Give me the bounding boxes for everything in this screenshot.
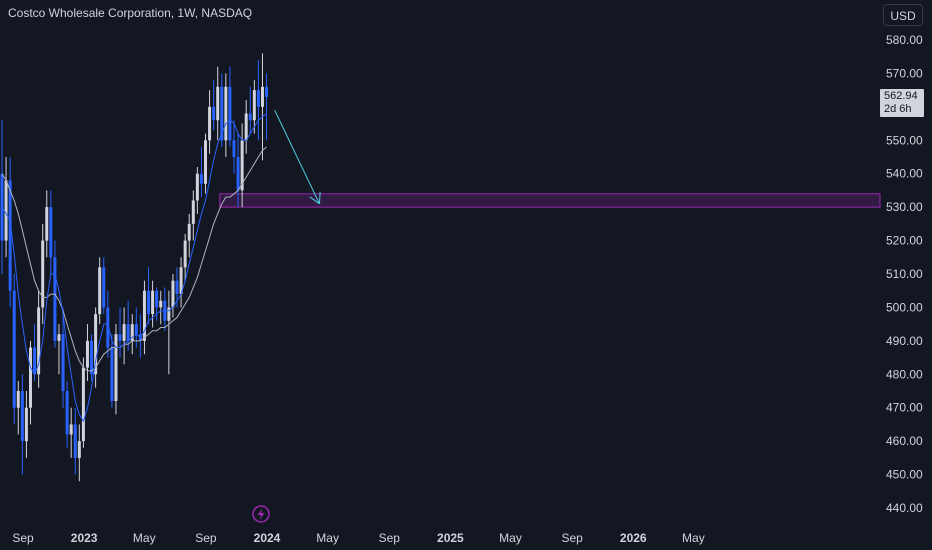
candle[interactable] [118, 307, 122, 358]
x-tick-label: 2026 [620, 531, 647, 545]
candle[interactable] [260, 53, 264, 161]
y-tick-label: 440.00 [886, 501, 923, 515]
candle[interactable] [167, 290, 171, 375]
y-tick-label: 460.00 [886, 434, 923, 448]
candle[interactable] [126, 300, 130, 351]
candle[interactable] [65, 380, 69, 448]
candle[interactable] [159, 290, 163, 325]
y-tick-label: 550.00 [886, 133, 923, 147]
candle[interactable] [45, 190, 49, 258]
candle[interactable] [147, 267, 151, 325]
candle[interactable] [216, 66, 220, 141]
x-tick-label: May [316, 531, 339, 545]
ma-slow-line [1, 146, 267, 372]
candle[interactable] [110, 334, 114, 408]
x-tick-label: May [133, 531, 156, 545]
y-tick-label: 530.00 [886, 200, 923, 214]
candle[interactable] [244, 100, 248, 154]
x-tick-label: Sep [195, 531, 217, 545]
candle[interactable] [81, 357, 85, 448]
x-tick-label: 2023 [71, 531, 98, 545]
y-tick-label: 470.00 [886, 401, 923, 415]
y-tick-label: 480.00 [886, 367, 923, 381]
candle[interactable] [41, 223, 45, 325]
last-price-value: 562.94 [884, 90, 918, 102]
candle[interactable] [232, 120, 236, 174]
candle[interactable] [102, 257, 106, 315]
projection-arrow[interactable] [274, 109, 321, 205]
x-tick-label: May [682, 531, 705, 545]
x-tick-label: 2024 [254, 531, 281, 545]
candle[interactable] [142, 280, 146, 355]
candle[interactable] [134, 307, 138, 348]
y-tick-label: 570.00 [886, 66, 923, 80]
resistance-zone[interactable] [219, 193, 881, 208]
candle[interactable] [248, 86, 252, 134]
candle[interactable] [208, 90, 212, 154]
chart-title: Costco Wholesale Corporation, 1W, NASDAQ [8, 6, 253, 20]
candle[interactable] [252, 80, 256, 134]
ma-fast-line [1, 113, 267, 423]
bar-countdown: 2d 6h [884, 103, 912, 115]
candle[interactable] [90, 334, 94, 381]
x-tick-label: Sep [561, 531, 583, 545]
candle[interactable] [265, 73, 269, 141]
candle[interactable] [151, 280, 155, 328]
y-tick-label: 520.00 [886, 234, 923, 248]
candle[interactable] [69, 407, 73, 458]
candle[interactable] [130, 314, 134, 355]
candle[interactable] [199, 146, 203, 198]
candle[interactable] [49, 190, 53, 274]
candle[interactable] [240, 123, 244, 208]
y-tick-label: 510.00 [886, 267, 923, 281]
candle[interactable] [16, 380, 20, 435]
y-tick-label: 450.00 [886, 468, 923, 482]
y-tick-label: 540.00 [886, 167, 923, 181]
candle[interactable] [8, 157, 12, 308]
candle[interactable] [33, 324, 37, 381]
candle[interactable] [12, 274, 16, 425]
candle[interactable] [163, 287, 167, 331]
x-tick-label: Sep [12, 531, 34, 545]
candle[interactable] [191, 190, 195, 241]
candle[interactable] [195, 167, 199, 214]
candle[interactable] [171, 274, 175, 318]
candle[interactable] [28, 340, 32, 425]
candle[interactable] [85, 324, 89, 381]
x-tick-label: 2025 [437, 531, 464, 545]
candle[interactable] [155, 287, 159, 321]
candle[interactable] [228, 66, 232, 147]
candle[interactable] [204, 133, 207, 194]
currency-button[interactable]: USD [883, 4, 923, 26]
x-tick-label: Sep [379, 531, 401, 545]
candle[interactable] [73, 407, 77, 475]
candle[interactable] [98, 257, 102, 325]
candle[interactable] [236, 133, 240, 208]
candle[interactable] [224, 73, 228, 157]
candle[interactable] [61, 307, 65, 408]
lightning-event-icon[interactable] [252, 505, 270, 523]
candle[interactable] [77, 424, 81, 482]
y-tick-label: 500.00 [886, 300, 923, 314]
candle[interactable] [94, 307, 98, 388]
candle[interactable] [256, 60, 260, 141]
candle[interactable] [187, 213, 191, 258]
candle[interactable] [20, 374, 24, 475]
candle[interactable] [37, 290, 41, 388]
candle[interactable] [122, 307, 126, 365]
candle[interactable] [179, 257, 183, 308]
candle[interactable] [114, 324, 118, 415]
candle[interactable] [4, 157, 8, 258]
candle[interactable] [0, 120, 4, 274]
x-tick-label: May [499, 531, 522, 545]
candle[interactable] [24, 391, 28, 458]
y-tick-label: 580.00 [886, 33, 923, 47]
candle[interactable] [57, 324, 61, 375]
last-price-tag: 562.94 2d 6h [880, 89, 924, 117]
candle[interactable] [212, 80, 216, 131]
candle[interactable] [183, 233, 187, 281]
y-tick-label: 490.00 [886, 334, 923, 348]
